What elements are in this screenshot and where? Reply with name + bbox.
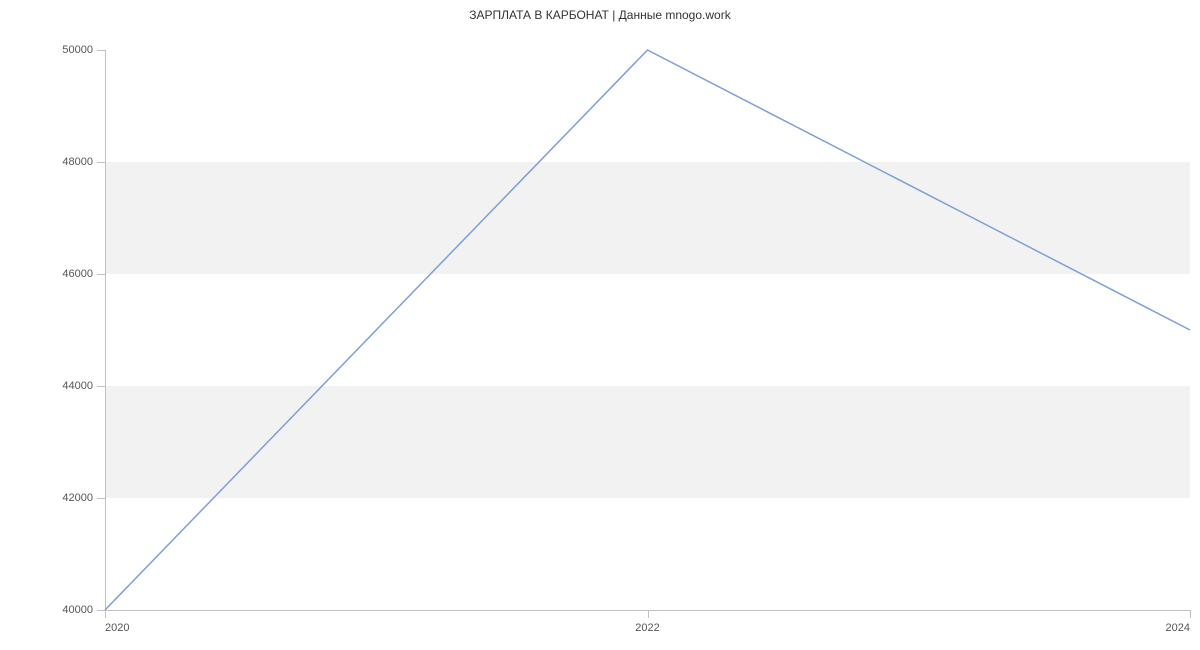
plot-area: 4000042000440004600048000500002020202220… [105, 50, 1190, 610]
chart-container: ЗАРПЛАТА В КАРБОНАТ | Данные mnogo.work … [0, 0, 1200, 650]
line-series-svg [105, 50, 1190, 610]
y-tick [97, 50, 105, 51]
y-tick [97, 386, 105, 387]
series-line [105, 50, 1190, 610]
y-tick-label: 40000 [33, 604, 93, 616]
y-tick-label: 42000 [33, 492, 93, 504]
y-tick [97, 610, 105, 611]
chart-title: ЗАРПЛАТА В КАРБОНАТ | Данные mnogo.work [0, 8, 1200, 22]
y-tick-label: 48000 [33, 156, 93, 168]
x-tick-label: 2024 [1166, 622, 1190, 634]
y-tick-label: 44000 [33, 380, 93, 392]
x-tick [648, 610, 649, 618]
y-tick-label: 50000 [33, 44, 93, 56]
y-tick [97, 498, 105, 499]
y-tick [97, 274, 105, 275]
x-tick-label: 2020 [105, 622, 129, 634]
x-tick [105, 610, 106, 618]
y-tick [97, 162, 105, 163]
x-tick [1190, 610, 1191, 618]
y-tick-label: 46000 [33, 268, 93, 280]
x-tick-label: 2022 [635, 622, 659, 634]
